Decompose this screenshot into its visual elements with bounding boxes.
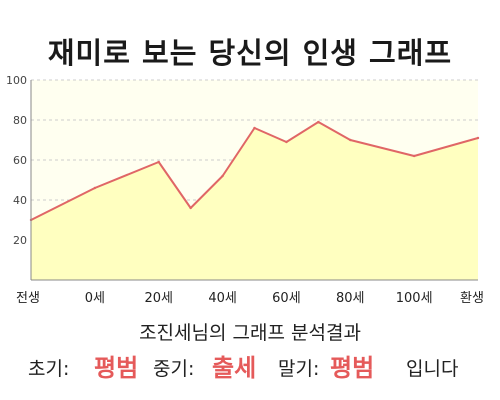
x-tick-label: 0세 (85, 291, 105, 306)
y-tick-label: 80 (13, 114, 27, 127)
life-graph-chart: 20 40 60 80 100 전생 0세 20세 40세 60세 80세 100세 환생 (6, 74, 484, 306)
data-point (157, 160, 160, 164)
result-suffix: 입니다 (406, 358, 459, 380)
early-value: 평범 (94, 354, 139, 382)
early-label: 초기: (28, 358, 70, 380)
data-point (253, 126, 256, 130)
x-tick-label: 60세 (272, 291, 301, 306)
y-tick-label: 100 (6, 74, 27, 87)
data-point (93, 186, 97, 190)
x-tick-label: 20세 (144, 291, 173, 306)
late-value: 평범 (330, 354, 375, 382)
x-tick-label: 전생 (16, 291, 40, 306)
x-tick-label: 100세 (396, 291, 433, 306)
analysis-subtitle: 조진세님의 그래프 분석결과 (139, 322, 361, 344)
mid-label: 중기: (153, 358, 195, 380)
page-title: 재미로 보는 당신의 인생 그래프 (47, 36, 453, 70)
x-tick-label: 환생 (460, 291, 484, 306)
y-tick-label: 40 (13, 194, 27, 207)
data-point (317, 120, 320, 124)
x-tick-label: 40세 (208, 291, 237, 306)
series-area (31, 122, 478, 280)
analysis-result: 초기: 평범 중기: 출세 말기: 평범 입니다 (0, 348, 500, 382)
data-point (221, 174, 224, 178)
data-point (189, 206, 192, 210)
data-point (349, 138, 352, 142)
y-tick-label: 20 (13, 234, 27, 247)
data-point (412, 154, 416, 158)
x-tick-label: 80세 (336, 291, 365, 306)
data-point (476, 136, 480, 140)
y-tick-label: 60 (13, 154, 27, 167)
mid-value: 출세 (212, 354, 257, 382)
data-point (285, 140, 288, 144)
late-label: 말기: (278, 358, 320, 380)
